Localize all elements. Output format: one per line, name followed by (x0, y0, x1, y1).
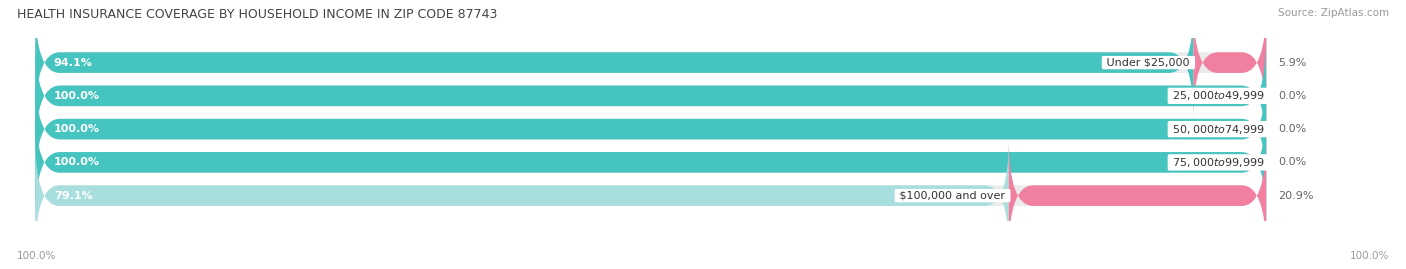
FancyBboxPatch shape (1010, 139, 1265, 252)
Text: Under $25,000: Under $25,000 (1104, 58, 1194, 68)
FancyBboxPatch shape (35, 40, 1265, 152)
Text: 100.0%: 100.0% (1350, 251, 1389, 261)
Legend: With Coverage, Without Coverage: With Coverage, Without Coverage (503, 265, 738, 269)
Text: $100,000 and over: $100,000 and over (897, 191, 1010, 201)
FancyBboxPatch shape (35, 40, 1265, 152)
Text: 100.0%: 100.0% (53, 157, 100, 167)
FancyBboxPatch shape (1194, 6, 1265, 119)
Text: 100.0%: 100.0% (17, 251, 56, 261)
Text: 0.0%: 0.0% (1278, 157, 1306, 167)
Text: 100.0%: 100.0% (53, 124, 100, 134)
FancyBboxPatch shape (35, 73, 1265, 185)
FancyBboxPatch shape (35, 139, 1265, 252)
FancyBboxPatch shape (35, 6, 1194, 119)
Text: $50,000 to $74,999: $50,000 to $74,999 (1170, 123, 1265, 136)
Text: 5.9%: 5.9% (1278, 58, 1306, 68)
FancyBboxPatch shape (35, 139, 1010, 252)
FancyBboxPatch shape (35, 73, 1265, 185)
FancyBboxPatch shape (35, 106, 1265, 219)
FancyBboxPatch shape (35, 6, 1265, 119)
Text: 79.1%: 79.1% (53, 191, 93, 201)
Text: HEALTH INSURANCE COVERAGE BY HOUSEHOLD INCOME IN ZIP CODE 87743: HEALTH INSURANCE COVERAGE BY HOUSEHOLD I… (17, 8, 498, 21)
Text: $25,000 to $49,999: $25,000 to $49,999 (1170, 89, 1265, 102)
Text: 20.9%: 20.9% (1278, 191, 1313, 201)
Text: 0.0%: 0.0% (1278, 91, 1306, 101)
Text: $75,000 to $99,999: $75,000 to $99,999 (1170, 156, 1265, 169)
Text: 0.0%: 0.0% (1278, 124, 1306, 134)
Text: 94.1%: 94.1% (53, 58, 93, 68)
Text: Source: ZipAtlas.com: Source: ZipAtlas.com (1278, 8, 1389, 18)
Text: 100.0%: 100.0% (53, 91, 100, 101)
FancyBboxPatch shape (35, 106, 1265, 219)
